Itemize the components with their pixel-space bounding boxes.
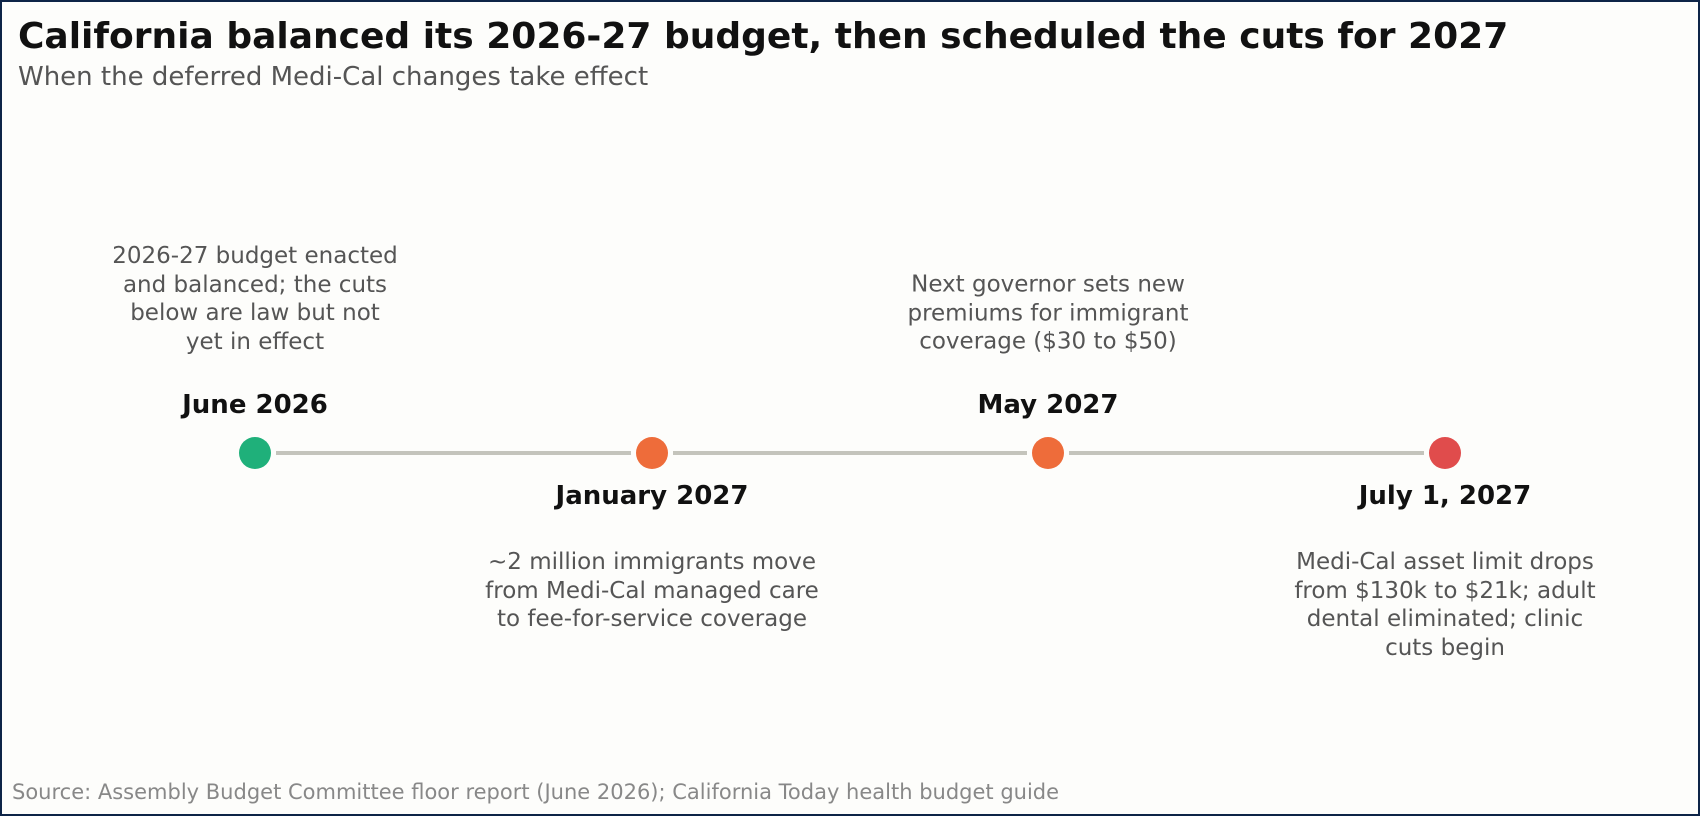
chart-subtitle: When the deferred Medi-Cal changes take … xyxy=(18,62,649,92)
timeline-marker xyxy=(636,437,668,469)
event-description: 2026-27 budget enacted and balanced; the… xyxy=(112,243,398,355)
chart-title: California balanced its 2026-27 budget, … xyxy=(18,16,1509,57)
event-date-label: January 2027 xyxy=(555,481,749,511)
event-date-label: May 2027 xyxy=(977,390,1119,420)
timeline-marker xyxy=(239,437,271,469)
timeline-marker xyxy=(1429,437,1461,469)
source-note: Source: Assembly Budget Committee floor … xyxy=(12,780,1060,804)
event-date-label: July 1, 2027 xyxy=(1358,481,1532,511)
event-description: Next governor sets new premiums for immi… xyxy=(907,271,1189,355)
event-description: Medi-Cal asset limit drops from $130k to… xyxy=(1294,549,1596,661)
event-date-label: June 2026 xyxy=(182,390,328,420)
timeline-marker xyxy=(1032,437,1064,469)
event-description: ~2 million immigrants move from Medi-Cal… xyxy=(485,549,819,632)
